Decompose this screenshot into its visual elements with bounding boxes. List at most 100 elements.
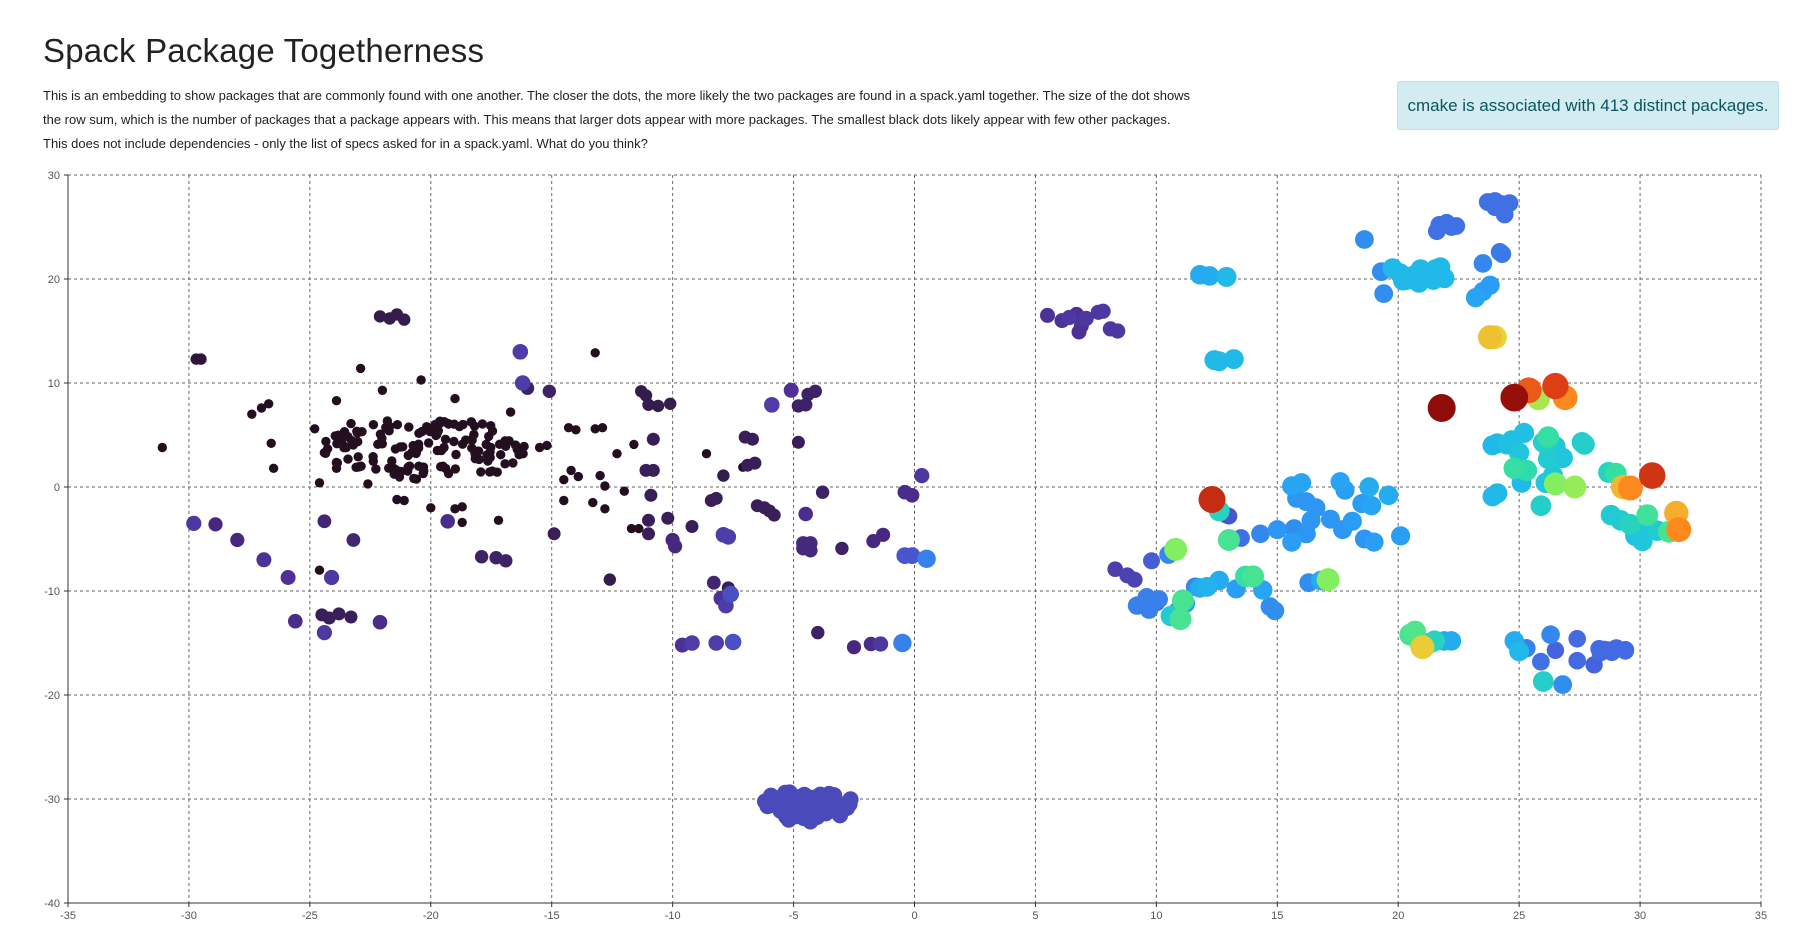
data-point[interactable] xyxy=(559,475,569,485)
data-point[interactable] xyxy=(474,550,489,564)
data-point[interactable] xyxy=(331,396,342,406)
data-point[interactable] xyxy=(619,486,629,496)
data-point[interactable] xyxy=(493,515,504,525)
data-point[interactable] xyxy=(314,478,325,488)
data-point[interactable] xyxy=(646,463,660,477)
data-point[interactable] xyxy=(873,636,889,652)
data-point[interactable] xyxy=(815,485,830,499)
data-point[interactable] xyxy=(1563,475,1587,499)
data-point[interactable] xyxy=(1410,635,1435,660)
data-point[interactable] xyxy=(1546,641,1565,659)
data-point[interactable] xyxy=(512,344,529,360)
data-point[interactable] xyxy=(1574,434,1595,455)
data-point[interactable] xyxy=(1061,309,1077,326)
data-point[interactable] xyxy=(661,511,675,525)
data-point[interactable] xyxy=(893,633,912,653)
data-point[interactable] xyxy=(457,517,467,528)
data-point[interactable] xyxy=(1242,565,1265,588)
top-cyan-cluster-point[interactable] xyxy=(1413,264,1434,285)
data-point[interactable] xyxy=(684,635,700,651)
dense-black-cluster-point[interactable] xyxy=(476,467,486,477)
data-point[interactable] xyxy=(573,471,583,482)
data-point[interactable] xyxy=(1541,625,1560,644)
data-point[interactable] xyxy=(1532,671,1554,692)
data-point[interactable] xyxy=(416,375,426,385)
dense-black-cluster-point[interactable] xyxy=(485,467,495,477)
dense-black-cluster-point[interactable] xyxy=(392,420,403,430)
data-point[interactable] xyxy=(746,432,759,446)
dense-black-cluster-point[interactable] xyxy=(343,454,353,464)
dense-black-cluster-point[interactable] xyxy=(409,473,419,484)
data-point[interactable] xyxy=(377,385,388,395)
data-point[interactable] xyxy=(266,438,276,448)
dense-black-cluster-point[interactable] xyxy=(467,434,477,444)
data-point[interactable] xyxy=(1355,230,1374,249)
data-point[interactable] xyxy=(314,565,325,575)
data-point[interactable] xyxy=(363,479,373,489)
bottom-blue-cluster-point[interactable] xyxy=(772,802,789,819)
data-point[interactable] xyxy=(1532,652,1550,671)
data-point[interactable] xyxy=(256,552,272,568)
data-point[interactable] xyxy=(1172,589,1194,612)
data-point[interactable] xyxy=(1149,590,1169,609)
data-point[interactable] xyxy=(644,488,658,502)
data-point[interactable] xyxy=(310,424,320,434)
data-point[interactable] xyxy=(1636,504,1659,526)
data-point[interactable] xyxy=(1209,351,1230,372)
bottom-blue-cluster-point[interactable] xyxy=(759,795,776,812)
data-point[interactable] xyxy=(534,442,545,453)
data-point[interactable] xyxy=(642,527,655,541)
bottom-blue-cluster-point[interactable] xyxy=(802,813,819,830)
data-point[interactable] xyxy=(626,523,637,534)
data-point[interactable] xyxy=(317,514,332,529)
data-point[interactable] xyxy=(846,640,862,655)
data-point[interactable] xyxy=(280,570,296,585)
data-point[interactable] xyxy=(398,313,411,326)
data-point[interactable] xyxy=(1040,307,1055,323)
data-point[interactable] xyxy=(724,633,742,651)
dense-black-cluster-point[interactable] xyxy=(519,441,529,452)
data-point[interactable] xyxy=(324,569,340,586)
data-point[interactable] xyxy=(1473,254,1493,273)
data-point[interactable] xyxy=(1428,222,1446,241)
data-point[interactable] xyxy=(157,442,167,453)
dense-black-cluster-point[interactable] xyxy=(466,417,477,427)
data-point[interactable] xyxy=(438,461,448,471)
data-point[interactable] xyxy=(791,435,805,449)
data-point[interactable] xyxy=(646,432,660,446)
data-point[interactable] xyxy=(1568,651,1586,670)
data-point[interactable] xyxy=(505,407,516,417)
data-point[interactable] xyxy=(600,504,610,514)
data-point[interactable] xyxy=(440,514,456,529)
dense-black-cluster-point[interactable] xyxy=(443,468,454,479)
dense-black-cluster-point[interactable] xyxy=(368,420,379,430)
data-point[interactable] xyxy=(1500,383,1529,412)
data-point[interactable] xyxy=(1078,310,1094,327)
data-point[interactable] xyxy=(208,517,223,532)
data-point[interactable] xyxy=(717,469,730,482)
data-point[interactable] xyxy=(392,494,402,505)
data-point[interactable] xyxy=(268,463,279,473)
dense-black-cluster-point[interactable] xyxy=(449,436,459,447)
dense-black-cluster-point[interactable] xyxy=(443,419,454,429)
data-point[interactable] xyxy=(450,393,460,404)
data-point[interactable] xyxy=(914,468,930,484)
data-point[interactable] xyxy=(1482,435,1503,456)
data-point[interactable] xyxy=(720,529,737,545)
data-point[interactable] xyxy=(1374,284,1394,303)
data-point[interactable] xyxy=(590,348,600,358)
data-point[interactable] xyxy=(1265,601,1285,621)
dense-black-cluster-point[interactable] xyxy=(477,419,488,429)
data-point[interactable] xyxy=(876,527,891,542)
data-point[interactable] xyxy=(1542,372,1569,400)
dense-black-cluster-point[interactable] xyxy=(454,421,465,432)
data-point[interactable] xyxy=(346,418,356,429)
data-point[interactable] xyxy=(563,423,574,433)
data-point[interactable] xyxy=(595,470,605,481)
data-point[interactable] xyxy=(499,554,513,568)
dense-black-cluster-point[interactable] xyxy=(481,439,491,450)
dense-black-cluster-point[interactable] xyxy=(357,427,367,437)
data-point[interactable] xyxy=(1427,394,1456,422)
dense-black-cluster-point[interactable] xyxy=(494,439,505,449)
data-point[interactable] xyxy=(399,495,409,506)
